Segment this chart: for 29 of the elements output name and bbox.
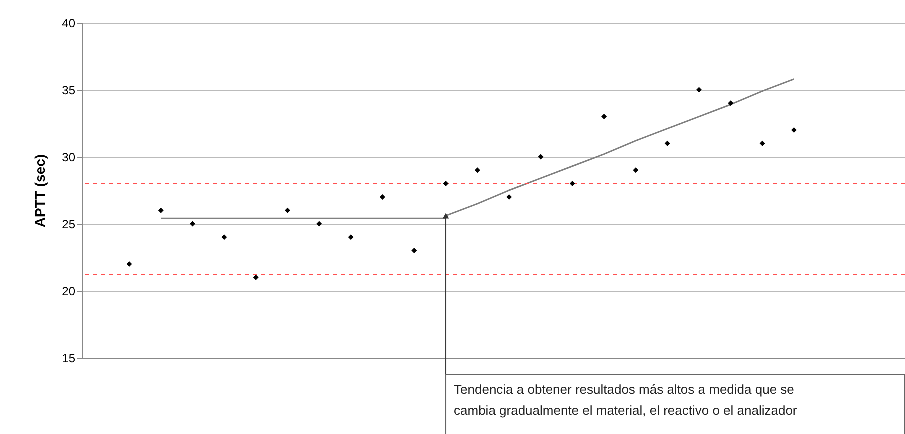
point (285, 208, 290, 214)
point (728, 100, 734, 106)
y-tick-label: 40 (62, 16, 76, 30)
point (190, 221, 196, 227)
point (664, 140, 670, 146)
point (633, 168, 639, 174)
y-tick-label: 35 (62, 84, 76, 98)
point (348, 234, 354, 240)
y-axis-title: APTT (sec) (32, 154, 48, 228)
text: Tendencia a obtener resultados más altos a medida que se cambia gradualmente el material, el reactivo o el analizador (454, 382, 798, 418)
point (316, 221, 322, 227)
point (474, 168, 480, 174)
point (158, 208, 164, 214)
y-tick-label: 15 (62, 352, 76, 366)
point (222, 234, 228, 240)
point (443, 181, 449, 187)
point (602, 114, 608, 120)
point (380, 194, 386, 200)
point (506, 194, 512, 200)
point (126, 261, 132, 267)
point (412, 248, 418, 254)
y-tick-label: 25 (62, 218, 76, 232)
point (253, 274, 259, 280)
y-tick-label: 30 (62, 150, 76, 164)
y-tick-label: 20 (62, 284, 76, 298)
point (538, 154, 544, 160)
point (760, 140, 766, 146)
point (791, 127, 797, 133)
point (570, 181, 576, 187)
